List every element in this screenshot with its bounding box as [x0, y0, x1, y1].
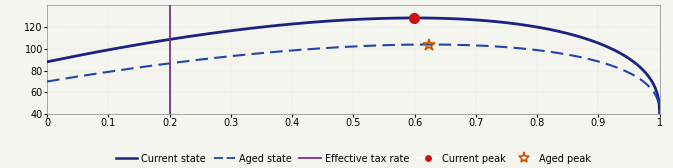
- Legend: Current state, Aged state, Effective tax rate, Current peak, Aged peak: Current state, Aged state, Effective tax…: [112, 150, 595, 167]
